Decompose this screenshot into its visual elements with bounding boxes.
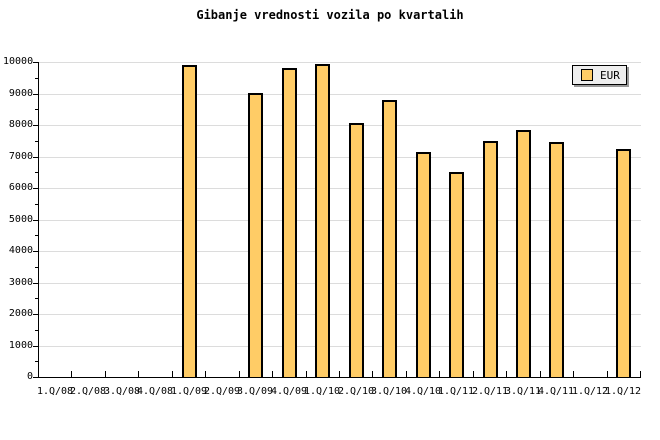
bar [282, 68, 297, 377]
chart-title: Gibanje vrednosti vozila po kvartalih [196, 8, 464, 22]
bar [248, 93, 263, 377]
x-axis-label: 2.Q/09 [203, 386, 241, 397]
x-axis-tick [573, 371, 574, 377]
plot-area [38, 62, 641, 378]
y-axis-minor-tick [35, 330, 38, 331]
gridline [39, 62, 641, 63]
y-axis-major-tick [33, 157, 38, 158]
bar [382, 100, 397, 377]
bar [416, 152, 431, 377]
bar [315, 64, 330, 377]
y-axis-label: 9000 [8, 88, 33, 99]
x-axis-tick [205, 371, 206, 377]
gridline [39, 188, 641, 189]
y-axis-minor-tick [35, 204, 38, 205]
x-axis-tick [339, 371, 340, 377]
x-axis-label: 3.Q/11 [504, 386, 542, 397]
y-axis-major-tick [33, 346, 38, 347]
y-axis-major-tick [33, 188, 38, 189]
y-axis-label: 4000 [8, 245, 33, 256]
x-axis-label: 2.Q/11 [471, 386, 509, 397]
bar [349, 123, 364, 377]
y-axis-label: 5000 [8, 214, 33, 225]
x-axis-label: 1.Q/10 [303, 386, 341, 397]
y-axis-minor-tick [35, 172, 38, 173]
x-axis-label: 3.Q/08 [103, 386, 141, 397]
x-axis-tick [372, 371, 373, 377]
x-axis-tick [239, 371, 240, 377]
bar [449, 172, 464, 377]
x-axis-tick [172, 371, 173, 377]
y-axis-label: 10000 [3, 56, 34, 67]
x-axis-label: 1.Q/12 [571, 386, 609, 397]
gridline [39, 94, 641, 95]
bar [182, 65, 197, 377]
y-axis-minor-tick [35, 78, 38, 79]
y-axis-minor-tick [35, 361, 38, 362]
y-axis-major-tick [33, 94, 38, 95]
y-axis-label: 0 [26, 371, 33, 382]
y-axis-label: 8000 [8, 119, 33, 130]
y-axis-major-tick [33, 314, 38, 315]
y-axis-minor-tick [35, 298, 38, 299]
x-axis-label: 4.Q/09 [270, 386, 308, 397]
x-axis-label: 4.Q/08 [136, 386, 174, 397]
x-axis-tick [71, 371, 72, 377]
x-axis-label: 4.Q/10 [404, 386, 442, 397]
x-axis-tick [473, 371, 474, 377]
y-axis-major-tick [33, 283, 38, 284]
x-axis-label: 1.Q/11 [437, 386, 475, 397]
y-axis-minor-tick [35, 267, 38, 268]
x-axis-tick [138, 371, 139, 377]
x-axis-tick [439, 371, 440, 377]
x-axis-label: 3.Q/10 [370, 386, 408, 397]
y-axis-minor-tick [35, 235, 38, 236]
gridline [39, 157, 641, 158]
gridline [39, 220, 641, 221]
y-axis-major-tick [33, 220, 38, 221]
gridline [39, 346, 641, 347]
x-axis-tick [272, 371, 273, 377]
y-axis-label: 3000 [8, 277, 33, 288]
y-axis-major-tick [33, 125, 38, 126]
gridline [39, 314, 641, 315]
bar [549, 142, 564, 377]
x-axis-label: 2.Q/08 [69, 386, 107, 397]
y-axis-major-tick [33, 62, 38, 63]
x-axis-tick [306, 371, 307, 377]
gridline [39, 125, 641, 126]
y-axis-label: 6000 [8, 182, 33, 193]
y-axis-minor-tick [35, 141, 38, 142]
y-axis-label: 2000 [8, 308, 33, 319]
x-axis-tick [506, 371, 507, 377]
x-axis-label: 1.Q/12 [604, 386, 642, 397]
legend-series-label: EUR [600, 68, 620, 82]
x-axis-tick [105, 371, 106, 377]
x-axis-label: 3.Q/09 [236, 386, 274, 397]
legend: EUR [572, 65, 627, 85]
bar [516, 130, 531, 377]
x-axis-tick [406, 371, 407, 377]
x-axis-tick [540, 371, 541, 377]
x-axis-tick [640, 371, 641, 377]
bar [616, 149, 631, 377]
gridline [39, 251, 641, 252]
y-axis-major-tick [33, 251, 38, 252]
x-axis-label: 1.Q/08 [36, 386, 74, 397]
y-axis-minor-tick [35, 109, 38, 110]
y-axis-major-tick [33, 377, 38, 378]
y-axis-label: 7000 [8, 151, 33, 162]
bar [483, 141, 498, 377]
x-axis-tick [607, 371, 608, 377]
x-axis-label: 2.Q/10 [337, 386, 375, 397]
x-axis-label: 1.Q/09 [170, 386, 208, 397]
gridline [39, 283, 641, 284]
y-axis-label: 1000 [8, 340, 33, 351]
legend-swatch [581, 69, 593, 81]
x-axis-label: 4.Q/11 [537, 386, 575, 397]
